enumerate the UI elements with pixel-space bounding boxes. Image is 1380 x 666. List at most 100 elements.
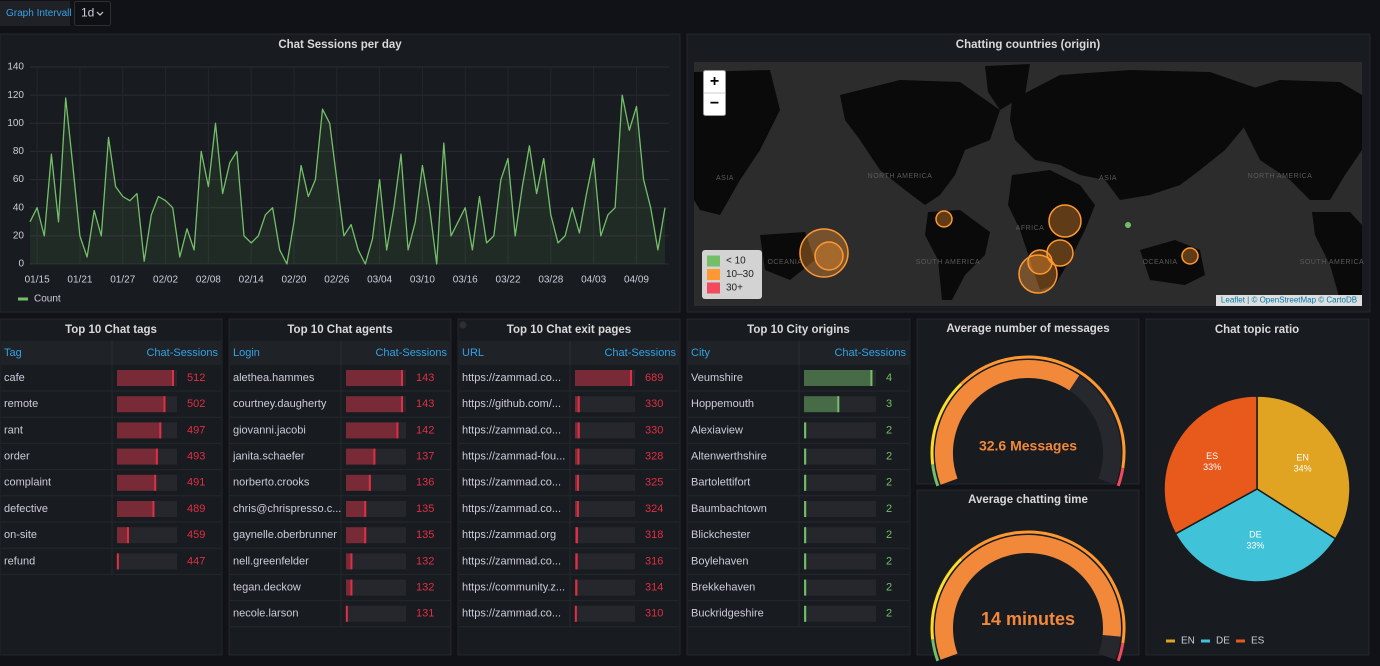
legend-label[interactable]: ES [1251,636,1265,647]
column-header[interactable]: Chat-Sessions [834,347,906,359]
column-header[interactable]: URL [462,347,484,359]
column-header[interactable]: Chat-Sessions [375,347,447,359]
map-bubble[interactable] [799,228,849,278]
cell-value: 328 [645,451,663,463]
map-bubble[interactable] [1048,204,1082,238]
map-bubble[interactable] [1018,254,1058,294]
panel-title: Top 10 Chat agents [287,324,392,336]
attribution[interactable]: Leaflet | © OpenStreetMap © CartoDB [1221,296,1357,305]
column-header[interactable]: Chat-Sessions [604,347,676,359]
bar-track [804,501,876,517]
x-tick-label: 02/14 [239,275,264,286]
bar-gauge [117,396,166,413]
column-header[interactable]: Tag [4,347,22,359]
bar-track [804,396,876,413]
pie-label: EN [1296,452,1309,462]
cell-text: https://community.z... [462,582,565,594]
bar-track [346,553,406,570]
cell-text: janita.schaefer [232,451,305,463]
gauge-value [935,535,1121,660]
panel-title: Chat Sessions per day [278,39,402,51]
gauge-label: 14 minutes [981,609,1075,629]
table-header [1,341,221,365]
pie-value-label: 34% [1294,463,1312,473]
bar-track [117,474,177,491]
map-region-label: AFRICA [1016,225,1045,232]
bar-gauge-edge [577,448,580,465]
x-tick-label: 02/02 [153,275,178,286]
bar-track [117,422,177,439]
map[interactable]: + − Leaflet | © OpenStreetMap © CartoDB [694,62,1362,306]
legend-label[interactable]: EN [1181,636,1195,647]
bar-track [117,396,177,413]
interval-dropdown[interactable] [74,1,111,26]
gauge-threshold [931,639,940,662]
map-region-label: ASIA [716,175,734,182]
bar-track [346,579,406,596]
cell-text: Blickchester [691,529,751,541]
cell-text: Boylehaven [691,555,749,567]
bar-track [346,448,406,465]
pie-slice[interactable] [1163,395,1258,535]
legend-label[interactable]: Count [34,294,61,305]
x-tick-label: 02/20 [281,275,306,286]
interval-label-box [0,1,70,26]
legend-swatch [707,269,720,280]
y-tick-label: 100 [7,118,24,129]
gauge-threshold [930,382,963,465]
x-tick-label: 04/09 [624,275,649,286]
bar-track [804,553,876,570]
cell-value: 310 [645,608,663,620]
map-bubble[interactable] [1181,247,1199,265]
bar-gauge-edge [159,422,162,439]
bar-gauge [804,396,840,413]
cell-text: norberto.crooks [233,477,310,489]
cell-text: https://github.com/... [462,398,561,410]
cell-value: 131 [416,608,434,620]
x-tick-label: 01/15 [25,275,50,286]
bar-gauge [117,527,129,544]
map-bubble[interactable] [1125,222,1131,228]
gauge-threshold [1116,642,1125,662]
bar-track [575,553,635,570]
info-icon[interactable] [459,321,467,329]
bar-gauge-edge [373,448,376,465]
zoom-in[interactable]: + [710,73,719,90]
cell-text: Bartolettifort [691,477,750,489]
gauge-threshold [1116,467,1125,487]
cell-value: 2 [886,582,892,594]
legend-label: < 10 [726,256,746,267]
bar-track [575,605,635,622]
land [1140,240,1205,285]
cell-text: https://zammad.co... [462,372,561,384]
bar-gauge [575,396,580,413]
legend-label[interactable]: DE [1216,636,1230,647]
cell-value: 502 [187,398,205,410]
interval-label: Graph Intervall [6,8,72,19]
cell-value: 132 [416,555,434,567]
bar-gauge-edge [345,605,348,622]
map-region-label: NORTH AMERICA [868,173,933,180]
bar-track [804,605,876,622]
cell-text: on-site [4,529,37,541]
bar-track [117,553,177,570]
bar-track [117,448,177,465]
column-header[interactable]: Chat-Sessions [146,347,218,359]
bar-track [346,422,406,439]
bar-gauge-edge [575,553,578,570]
gauge-value [935,360,1080,485]
zoom-out[interactable]: − [710,95,719,112]
map-bubble[interactable] [814,241,844,271]
column-header[interactable]: Login [233,347,260,359]
column-header[interactable]: City [691,347,710,359]
map-bubble[interactable] [935,210,953,228]
interval-value[interactable]: 1d [81,6,94,20]
bar-track [575,396,635,413]
cell-text: complaint [4,477,51,489]
panel [0,318,223,656]
pie-value-label: 33% [1246,540,1264,550]
x-tick-label: 03/16 [453,275,478,286]
panel [457,318,681,656]
cell-text: Hoppemouth [691,398,754,410]
cell-value: 2 [886,424,892,436]
